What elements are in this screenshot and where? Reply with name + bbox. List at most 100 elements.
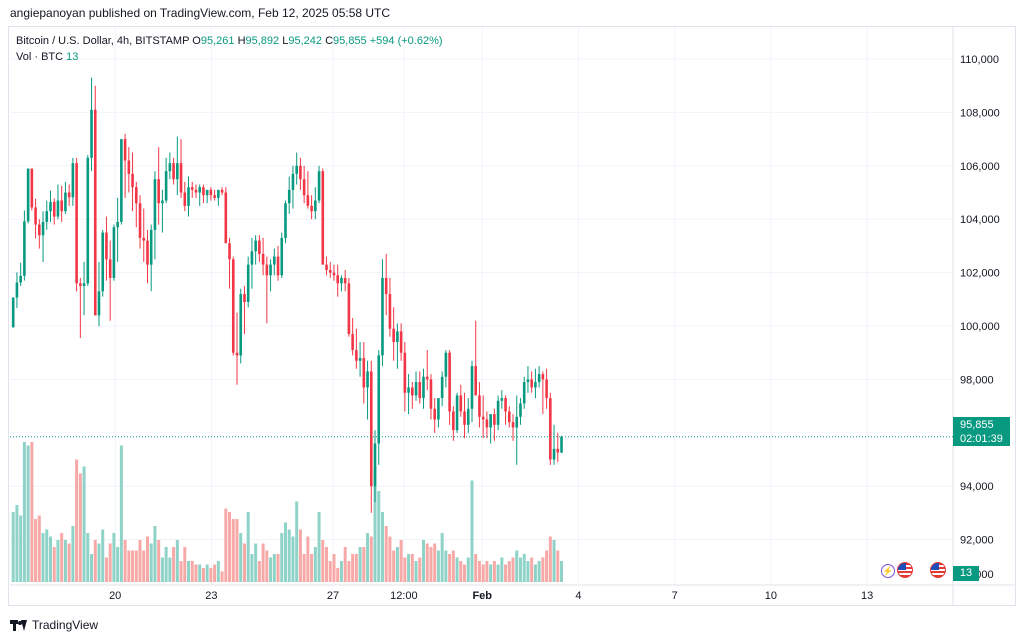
candle[interactable] xyxy=(265,256,269,324)
candle[interactable] xyxy=(179,139,183,198)
candle[interactable] xyxy=(340,275,343,292)
candle[interactable] xyxy=(541,371,545,415)
candle[interactable] xyxy=(507,406,511,428)
candle[interactable] xyxy=(79,277,82,339)
candle[interactable] xyxy=(560,435,563,454)
candle[interactable] xyxy=(261,237,265,276)
us-flag-icon[interactable] xyxy=(897,562,913,578)
candle[interactable] xyxy=(504,395,507,425)
candle[interactable] xyxy=(52,198,56,225)
candle[interactable] xyxy=(138,195,142,249)
candle[interactable] xyxy=(176,136,179,196)
candle[interactable] xyxy=(56,184,60,220)
candle[interactable] xyxy=(202,184,205,204)
candle[interactable] xyxy=(440,371,444,407)
candle[interactable] xyxy=(444,350,448,388)
candle[interactable] xyxy=(366,360,369,420)
candle[interactable] xyxy=(82,261,86,316)
candle[interactable] xyxy=(355,328,358,369)
candle[interactable] xyxy=(332,264,336,281)
candle[interactable] xyxy=(493,408,496,441)
candle[interactable] xyxy=(198,184,201,206)
candle[interactable] xyxy=(239,288,243,364)
candle[interactable] xyxy=(243,285,246,335)
candle[interactable] xyxy=(545,368,548,409)
candle[interactable] xyxy=(213,189,216,201)
candle[interactable] xyxy=(157,147,160,225)
candle[interactable] xyxy=(246,256,250,308)
candle[interactable] xyxy=(67,184,71,206)
candle[interactable] xyxy=(433,398,436,433)
candle[interactable] xyxy=(347,277,351,337)
candle[interactable] xyxy=(269,259,272,292)
candle[interactable] xyxy=(306,171,310,209)
candle[interactable] xyxy=(299,157,302,190)
candle[interactable] xyxy=(209,187,213,201)
candle[interactable] xyxy=(131,152,134,212)
candle[interactable] xyxy=(526,366,530,393)
candle[interactable] xyxy=(481,395,485,439)
candle[interactable] xyxy=(86,155,90,286)
candle[interactable] xyxy=(161,189,164,233)
candle[interactable] xyxy=(452,406,455,441)
candle[interactable] xyxy=(437,398,440,428)
candle[interactable] xyxy=(321,168,325,265)
candle[interactable] xyxy=(38,219,41,249)
candle[interactable] xyxy=(336,264,340,297)
candle[interactable] xyxy=(105,216,108,281)
candle[interactable] xyxy=(142,208,146,262)
candle[interactable] xyxy=(280,232,284,278)
candle[interactable] xyxy=(108,240,112,321)
candle[interactable] xyxy=(314,187,317,220)
candle[interactable] xyxy=(194,184,198,198)
candle[interactable] xyxy=(325,256,328,276)
candle[interactable] xyxy=(552,424,556,465)
candle[interactable] xyxy=(172,157,175,185)
candle[interactable] xyxy=(187,176,190,217)
candle[interactable] xyxy=(373,430,377,503)
candle[interactable] xyxy=(403,342,407,412)
candle[interactable] xyxy=(90,77,93,172)
candle[interactable] xyxy=(164,157,168,204)
candle[interactable] xyxy=(381,259,384,367)
candle[interactable] xyxy=(549,392,552,465)
candle[interactable] xyxy=(485,411,489,439)
candle[interactable] xyxy=(15,272,19,309)
candle[interactable] xyxy=(60,185,63,222)
candle[interactable] xyxy=(287,176,291,214)
us-flag-icon[interactable] xyxy=(930,562,946,578)
candle[interactable] xyxy=(71,157,75,206)
candle[interactable] xyxy=(97,261,101,327)
candle[interactable] xyxy=(49,190,52,222)
candle[interactable] xyxy=(75,157,78,292)
candle[interactable] xyxy=(556,432,560,463)
candle[interactable] xyxy=(496,395,500,431)
candle[interactable] xyxy=(101,229,105,297)
candle[interactable] xyxy=(120,139,123,225)
candle[interactable] xyxy=(388,277,392,337)
candle[interactable] xyxy=(422,368,425,409)
candle[interactable] xyxy=(26,168,30,224)
candle[interactable] xyxy=(459,384,463,417)
candle[interactable] xyxy=(41,211,45,262)
candle[interactable] xyxy=(254,235,257,265)
candle[interactable] xyxy=(369,360,373,513)
candle[interactable] xyxy=(11,297,15,328)
candle[interactable] xyxy=(418,371,422,404)
candle[interactable] xyxy=(217,189,220,206)
candle[interactable] xyxy=(153,171,157,260)
candle[interactable] xyxy=(534,368,537,399)
candle[interactable] xyxy=(537,366,541,388)
candle[interactable] xyxy=(515,395,519,465)
candle[interactable] xyxy=(351,318,354,356)
candle[interactable] xyxy=(429,374,433,420)
candle[interactable] xyxy=(23,210,26,281)
candle[interactable] xyxy=(463,392,466,439)
candle[interactable] xyxy=(328,261,332,278)
candle[interactable] xyxy=(530,371,533,393)
candle[interactable] xyxy=(448,350,451,425)
candle[interactable] xyxy=(474,320,478,396)
candle[interactable] xyxy=(276,245,280,281)
candle[interactable] xyxy=(470,360,474,423)
